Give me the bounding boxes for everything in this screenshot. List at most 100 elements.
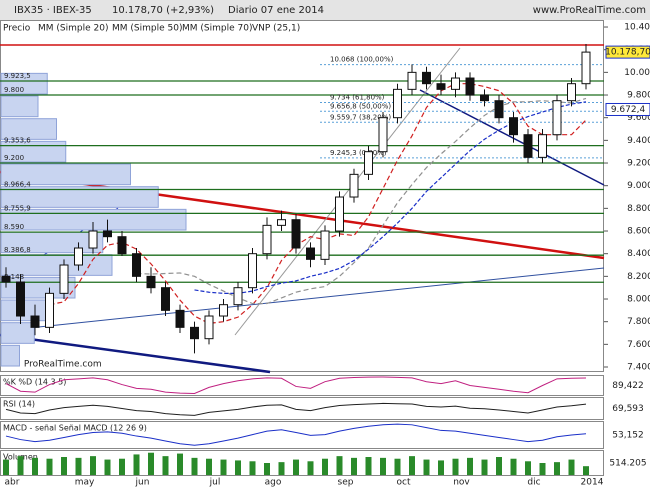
volume-bar: [235, 460, 241, 475]
volume-bar: [90, 456, 96, 475]
profile-bar: [0, 186, 159, 208]
trend-line: [9, 267, 605, 331]
x-tick-label: nov: [453, 478, 470, 488]
candle-body: [88, 230, 98, 249]
profile-bar: [0, 72, 48, 95]
x-tick-label: oct: [397, 478, 411, 488]
volume-bar: [3, 459, 9, 475]
volume-bar: [206, 458, 212, 475]
indicator-value: 89,422: [612, 381, 644, 391]
volume-bar: [249, 461, 256, 475]
volume-bar: [46, 458, 53, 475]
legend-item: MM (Simple 20): [38, 24, 108, 34]
volume-bar: [278, 462, 285, 475]
level-label: 9.200: [4, 154, 24, 162]
price-box: [605, 102, 650, 116]
fib-label: 9.734 (61,80%): [330, 94, 385, 102]
volume-bar: [264, 463, 270, 475]
level-label: 9.923,5: [4, 72, 31, 80]
candle-body: [74, 247, 83, 266]
indicator-value: 69,593: [612, 404, 644, 414]
volume-bar: [525, 461, 531, 475]
fib-label: 9.656,8 (50,00%): [330, 102, 391, 110]
legend-item: MM (Simple 50): [112, 24, 182, 34]
profile-bar: [0, 322, 35, 344]
volume-bar: [568, 459, 575, 475]
trend-line: [419, 89, 605, 186]
candle-body: [117, 236, 127, 255]
candle-body: [161, 287, 170, 311]
candle-body: [436, 83, 446, 90]
fib-label: 9.559,7 (38,20%): [330, 113, 391, 121]
profile-bar: [0, 95, 39, 118]
symbol: IBX35 · IBEX-35: [14, 5, 92, 16]
volume-bar: [351, 457, 357, 475]
candle-body: [422, 71, 431, 85]
y-tick-label: 8.600: [627, 227, 650, 237]
volume-bar: [423, 459, 430, 475]
volume-bar: [220, 459, 227, 475]
period: Diario 07 ene 2014: [228, 5, 324, 16]
y-tick-label: 7.600: [627, 340, 650, 350]
candle-body: [219, 304, 228, 317]
y-tick-label: 8.800: [627, 204, 650, 214]
volume-bar: [409, 456, 415, 475]
site: www.ProRealTime.com: [533, 5, 646, 16]
candle-body: [291, 219, 301, 249]
candle-body: [335, 196, 344, 232]
header-bar: [0, 0, 650, 20]
level-label: 9.800: [4, 86, 24, 94]
candle-body: [364, 151, 373, 175]
x-tick-label: jul: [209, 478, 221, 488]
candle-body: [320, 230, 330, 260]
candle-body: [190, 326, 199, 340]
volume-bar: [177, 453, 183, 475]
moving-average: [49, 83, 587, 324]
candle-body: [16, 281, 25, 317]
volume-bar: [380, 457, 386, 475]
y-tick-label: 9.200: [627, 159, 650, 169]
level-label: 8.386,8: [4, 246, 31, 254]
y-tick-label: 9.000: [627, 181, 650, 191]
volume-bar: [394, 458, 401, 475]
y-tick-label: 7.400: [627, 363, 650, 373]
y-tick-label: 9.800: [627, 91, 650, 101]
candle-body: [233, 287, 243, 306]
indicator-name: RSI (14): [3, 400, 35, 409]
volume-bar: [554, 462, 560, 475]
price-box-label: 10.178,70: [605, 48, 650, 58]
candle-body: [538, 134, 547, 158]
level-label: 8.966,4: [4, 180, 31, 188]
candle-body: [552, 100, 562, 136]
candle-body: [248, 253, 257, 289]
candle-body: [1, 275, 11, 283]
x-tick-label: 2014: [581, 478, 604, 488]
candle-body: [451, 77, 460, 90]
price-box: [605, 45, 650, 59]
y-tick-label: 9.400: [627, 136, 650, 146]
rsi-panel: [0, 397, 604, 420]
volume-bar: [496, 457, 502, 475]
volume-bar: [148, 452, 154, 475]
volume-bar: [293, 459, 299, 475]
volume-bar: [322, 458, 328, 475]
candle-body: [523, 134, 533, 158]
change: 10.178,70 (+2,93%): [112, 5, 214, 16]
profile-bar: [0, 118, 57, 140]
indicator-value: 53,152: [612, 431, 644, 441]
fib-label: 9.245,3 (0,00%): [330, 149, 387, 157]
candle-body: [567, 83, 576, 102]
volume-bar: [583, 466, 589, 475]
x-tick-label: may: [75, 478, 95, 488]
indicator-name: MACD - señal Señal MACD (12 26 9): [3, 424, 147, 433]
x-tick-label: ago: [265, 478, 282, 488]
level-label: 9.353,6: [4, 137, 31, 145]
indicator-line: [5, 376, 587, 394]
candle-body: [509, 117, 518, 136]
candle-body: [30, 315, 40, 328]
volume-bar: [17, 456, 24, 475]
indicator-name: %K %D (14 3 5): [3, 378, 66, 387]
volume-bar: [452, 458, 459, 475]
volume-bar: [119, 458, 125, 475]
